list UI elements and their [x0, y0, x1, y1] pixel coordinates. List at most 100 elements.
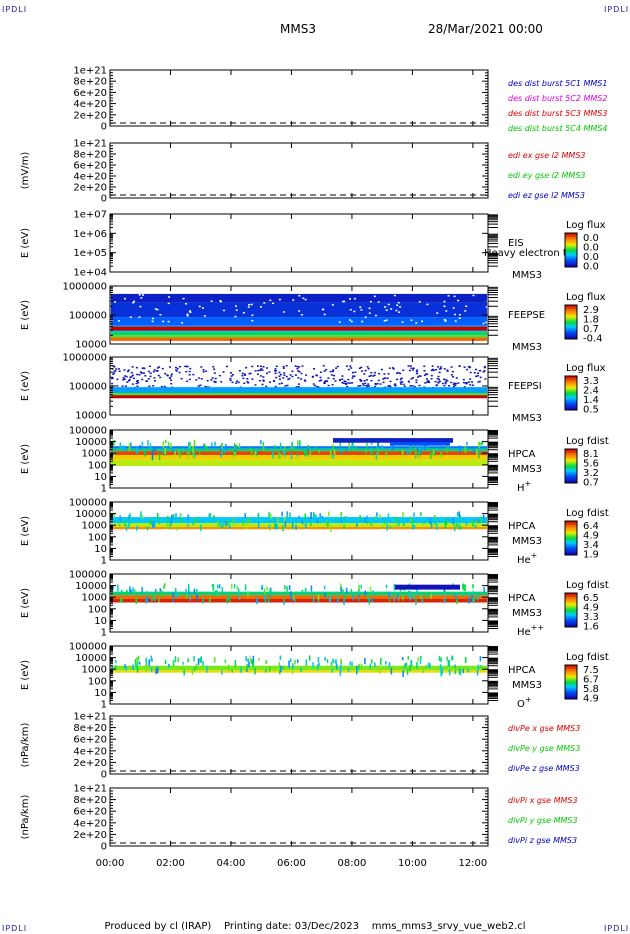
heatmap-speck [359, 379, 362, 382]
y-tick-label: 100 [88, 460, 107, 471]
heatmap-speck [261, 383, 264, 386]
y-axis-label: E (eV) [20, 660, 31, 690]
heatmap-speck [313, 368, 316, 370]
x-tick-label: 00:00 [96, 858, 125, 869]
heatmap-speck [128, 379, 131, 382]
heatmap-speck [402, 512, 404, 518]
heatmap-speck [292, 299, 295, 301]
heatmap-speck [140, 372, 143, 374]
heatmap-speck [236, 585, 239, 590]
heatmap-speck [192, 451, 195, 459]
heatmap-speck [465, 519, 468, 526]
heatmap-speck [149, 520, 151, 525]
heatmap-speck [335, 659, 337, 664]
heatmap-speck [216, 584, 219, 589]
y-tick-label: 10 [94, 616, 107, 627]
heatmap-speck [437, 375, 440, 378]
heatmap-sparse [111, 365, 487, 399]
heatmap-speck [463, 583, 465, 591]
heatmap-speck [209, 597, 211, 604]
heatmap-speck [175, 369, 178, 371]
heatmap-speck [268, 371, 271, 373]
y-tick-label: 6e+20 [73, 735, 107, 746]
heatmap-speck [124, 664, 126, 669]
panel-frame [109, 501, 489, 561]
heatmap-speck [138, 661, 141, 665]
heatmap-speck [278, 298, 281, 301]
heatmap-speck [369, 586, 372, 592]
heatmap-speck [464, 310, 467, 312]
heatmap-speck [247, 382, 250, 384]
heatmap-speck [251, 319, 254, 322]
y-tick-label: 1 [101, 556, 107, 567]
heatmap-speck [366, 366, 369, 368]
heatmap-speck [158, 453, 161, 461]
heatmap-speck [136, 667, 139, 673]
heatmap-speck [409, 365, 412, 367]
heatmap-speck [260, 306, 263, 308]
heatmap-speck [346, 385, 349, 388]
y-axis-label: E (eV) [20, 300, 31, 330]
heatmap-speck [484, 365, 487, 368]
heatmap-speck [155, 668, 157, 675]
heatmap-speck [444, 320, 447, 322]
heatmap-speck [417, 447, 419, 452]
heatmap-speck [205, 370, 208, 372]
panel-frame [109, 573, 489, 633]
heatmap-speck [220, 453, 222, 458]
heatmap-speck [238, 442, 241, 448]
heatmap-speck [291, 521, 294, 528]
heatmap-speck [373, 374, 376, 376]
heatmap-speck [393, 294, 396, 297]
heatmap-speck [124, 375, 127, 377]
heatmap-speck [377, 379, 380, 382]
heatmap-speck [172, 447, 174, 453]
heatmap-speck [279, 453, 282, 459]
heatmap-speck [388, 367, 391, 369]
y-axis-label: E (eV) [20, 588, 31, 618]
heatmap-speck [382, 378, 385, 380]
y-tick-label: 10 [94, 544, 107, 555]
heatmap-speck [208, 514, 210, 521]
heatmap-speck [432, 449, 435, 457]
heatmap-speck [170, 373, 173, 375]
heatmap-speck [388, 597, 391, 602]
heatmap-speck [370, 522, 373, 527]
heatmap-speck [145, 657, 148, 664]
heatmap-band [111, 446, 487, 449]
heatmap-speck [341, 381, 344, 384]
x-tick-label: 04:00 [217, 858, 246, 869]
heatmap-speck [157, 374, 160, 377]
heatmap-speck [227, 593, 230, 600]
heatmap-speck [409, 516, 412, 522]
heatmap-speck [351, 371, 354, 374]
heatmap-speck [136, 447, 139, 455]
heatmap-speck [154, 589, 157, 593]
heatmap-speck [153, 380, 156, 382]
heatmap-speck [299, 439, 301, 447]
heatmap-band [111, 337, 487, 341]
heatmap-speck [462, 378, 465, 381]
heatmap-speck [437, 382, 440, 384]
heatmap-speck [126, 381, 129, 383]
heatmap-speck [222, 309, 225, 312]
heatmap-speck [297, 386, 300, 388]
heatmap-speck [220, 521, 223, 529]
heatmap-speck [257, 665, 259, 670]
heatmap-speck [389, 386, 392, 388]
heatmap-speck [368, 375, 371, 378]
heatmap-speck [272, 380, 275, 382]
heatmap-speck [326, 659, 329, 663]
heatmap-speck [263, 447, 265, 451]
heatmap-speck [472, 597, 474, 602]
heatmap-speck [234, 660, 237, 667]
heatmap-speck [475, 368, 478, 371]
y-tick-label: 10 [94, 688, 107, 699]
heatmap-band [111, 517, 487, 524]
heatmap-speck [198, 450, 201, 456]
species-label: O+ [517, 695, 532, 710]
heatmap-speck [330, 525, 332, 532]
x-tick-label: 08:00 [338, 858, 367, 869]
heatmap-speck [206, 446, 208, 453]
